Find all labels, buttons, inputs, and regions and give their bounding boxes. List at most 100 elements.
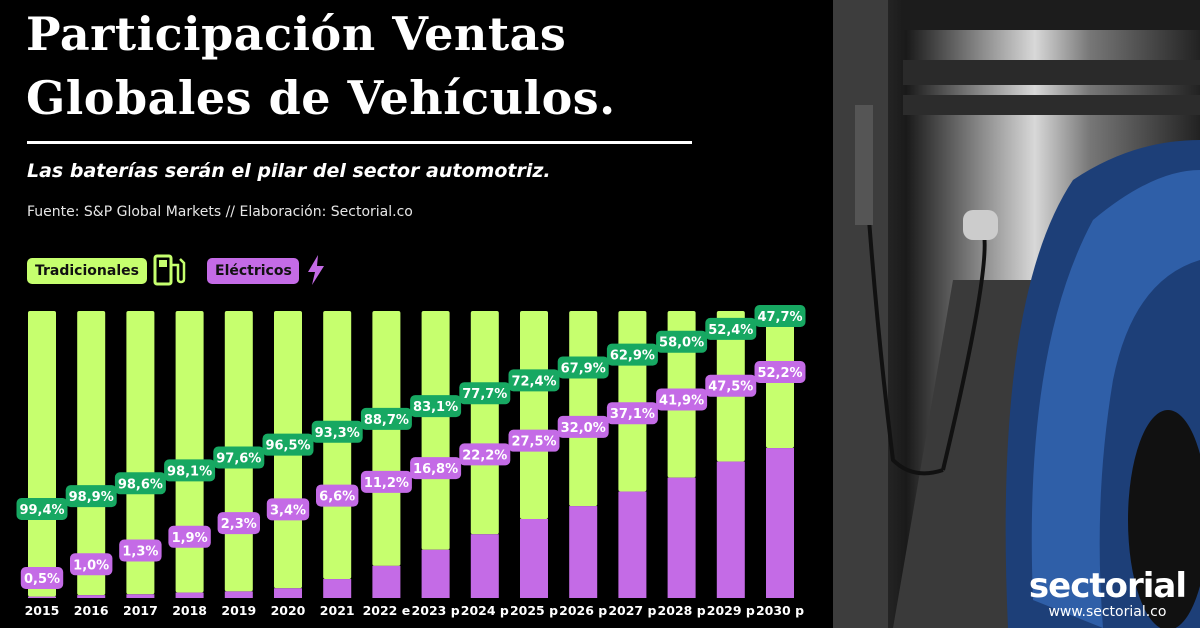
bar-electric <box>569 506 598 598</box>
data-label-electric-bg <box>360 470 412 493</box>
data-label-traditional-bg <box>213 446 265 469</box>
data-label-electric-bg <box>20 567 64 589</box>
bar-traditional <box>618 311 647 492</box>
data-label-traditional-bg <box>410 395 462 418</box>
x-tick-label: 2030 p <box>756 603 804 618</box>
data-label-electric: 41,9% <box>659 393 704 408</box>
data-label-traditional-bg <box>164 459 216 482</box>
x-tick-label: 2019 <box>221 603 256 618</box>
bar-traditional <box>28 311 56 597</box>
data-label-electric: 2,3% <box>221 517 257 532</box>
bar-traditional <box>126 311 155 595</box>
bar-electric <box>618 491 647 598</box>
x-tick-label: 2028 p <box>658 603 706 618</box>
data-label-traditional: 88,7% <box>364 413 409 428</box>
source-note: Fuente: S&P Global Markets // Elaboració… <box>27 204 413 220</box>
data-label-electric: 52,2% <box>757 366 802 381</box>
data-label-electric-bg <box>459 443 511 466</box>
data-label-electric: 1,0% <box>73 558 109 573</box>
brand-name: sectorial <box>1028 566 1187 606</box>
data-label-traditional-bg <box>262 433 314 456</box>
data-label-traditional-bg <box>16 498 68 520</box>
data-label-traditional-bg <box>311 420 363 443</box>
x-tick-label: 2029 p <box>707 603 755 618</box>
data-label-traditional: 47,7% <box>757 310 802 325</box>
sectorial-logo: sectorial www.sectorial.co <box>1028 566 1187 620</box>
legend-traditional: Tradicionales <box>27 258 147 284</box>
data-label-electric: 37,1% <box>610 407 655 422</box>
data-label-electric-bg <box>316 484 359 507</box>
data-label-electric-bg <box>656 388 708 411</box>
data-label-electric: 1,3% <box>122 545 158 560</box>
stacked-bar-chart: 2015 99,4% 0,5% 2016 98,9% 1,0% 2017 98,6% 1,3% 2… <box>16 305 806 618</box>
divider <box>27 141 692 144</box>
data-label-electric-bg <box>70 553 113 576</box>
bar-electric <box>224 591 253 598</box>
data-label-traditional: 99,4% <box>19 503 64 518</box>
data-label-traditional-bg <box>65 485 117 508</box>
x-tick-label: 2024 p <box>461 603 509 618</box>
data-label-electric: 32,0% <box>561 421 606 436</box>
bar-electric <box>520 518 548 598</box>
data-label-traditional: 72,4% <box>511 374 556 389</box>
bar-traditional <box>520 311 548 519</box>
data-label-traditional-bg <box>705 317 757 340</box>
bar-traditional <box>421 311 450 550</box>
data-label-traditional: 96,5% <box>265 439 310 454</box>
data-label-electric-bg <box>508 429 560 452</box>
data-label-electric: 22,2% <box>462 448 507 463</box>
bar-electric <box>766 448 794 598</box>
data-label-electric-bg <box>705 374 757 397</box>
data-label-traditional-bg <box>114 472 166 495</box>
data-label-electric: 0,5% <box>24 572 60 587</box>
data-label-traditional-bg <box>360 407 412 430</box>
data-label-traditional-bg <box>459 382 511 405</box>
data-label-electric: 27,5% <box>511 435 556 450</box>
ev-charging-photo: sectorial www.sectorial.co <box>833 0 1200 628</box>
bar-traditional <box>323 311 352 580</box>
brand-url: www.sectorial.co <box>1048 604 1167 620</box>
x-tick-label: 2027 p <box>608 603 656 618</box>
data-label-traditional: 93,3% <box>315 426 360 441</box>
data-label-traditional: 52,4% <box>708 323 753 338</box>
x-tick-label: 2017 <box>123 603 158 618</box>
x-tick-label: 2016 <box>74 603 109 618</box>
data-label-traditional: 98,1% <box>167 464 212 479</box>
x-tick-label: 2021 <box>320 603 355 618</box>
data-label-traditional-bg <box>557 356 609 379</box>
data-label-electric: 3,4% <box>270 503 306 518</box>
bar-traditional <box>175 311 204 593</box>
bar-electric <box>126 594 155 598</box>
x-tick-label: 2025 p <box>510 603 558 618</box>
data-label-electric: 47,5% <box>708 380 753 395</box>
x-tick-label: 2018 <box>172 603 207 618</box>
data-label-electric-bg <box>217 512 260 535</box>
data-label-electric-bg <box>168 525 211 548</box>
data-label-traditional-bg <box>754 305 806 327</box>
data-label-electric: 1,9% <box>172 531 208 546</box>
data-label-electric: 6,6% <box>319 490 355 505</box>
bar-electric <box>667 477 696 598</box>
bar-electric <box>470 534 499 598</box>
data-label-traditional-bg <box>606 343 658 366</box>
data-label-traditional: 83,1% <box>413 400 458 415</box>
x-tick-label: 2015 <box>25 603 60 618</box>
bar-electric <box>175 592 204 598</box>
data-label-electric-bg <box>119 539 162 562</box>
data-label-traditional: 97,6% <box>216 452 261 467</box>
x-tick-label: 2023 p <box>412 603 460 618</box>
data-label-electric-bg <box>606 402 658 425</box>
data-label-electric: 11,2% <box>364 476 409 491</box>
data-label-electric-bg <box>266 498 310 521</box>
x-tick-label: 2022 e <box>363 603 411 618</box>
x-tick-label: 2026 p <box>559 603 607 618</box>
bar-electric <box>372 565 401 598</box>
bar-traditional <box>372 311 401 566</box>
lightning-icon <box>308 255 324 285</box>
bar-traditional <box>77 311 106 596</box>
bar-electric <box>28 596 56 598</box>
page-title: Participación Ventas Globales de Vehícul… <box>26 2 616 130</box>
data-label-traditional: 77,7% <box>462 387 507 402</box>
bar-electric <box>421 549 450 598</box>
title-line-1: Participación Ventas <box>26 7 567 61</box>
